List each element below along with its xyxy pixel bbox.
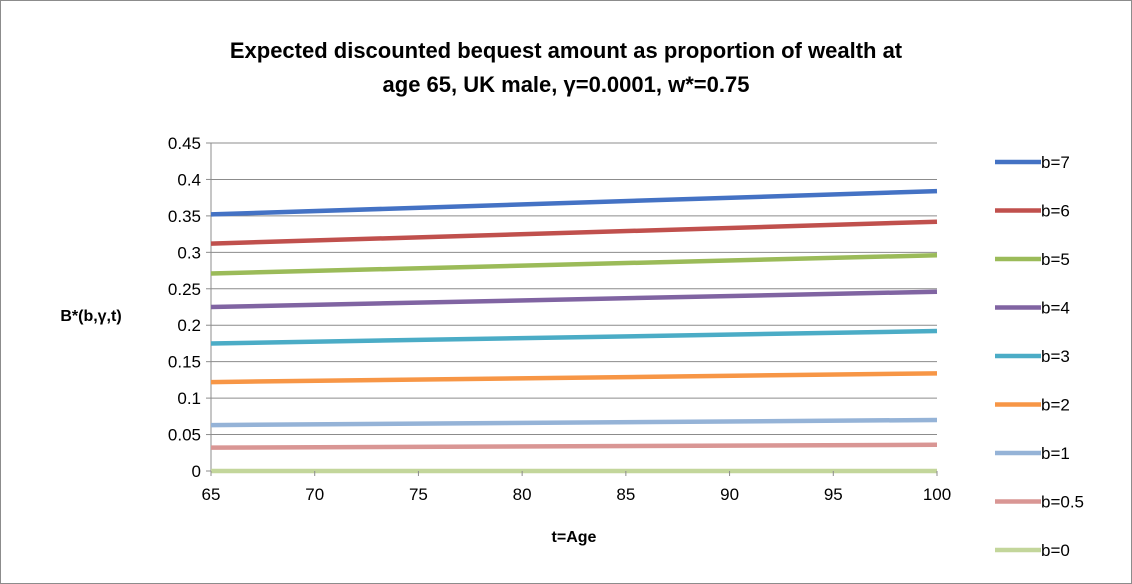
series-line-b-1 (210, 417, 938, 428)
y-axis-title: B*(b,γ,t) (60, 308, 121, 325)
legend-label: b=5 (1041, 250, 1070, 269)
legend-label: b=1 (1041, 444, 1070, 463)
legend-label: b=2 (1041, 396, 1070, 415)
legend: b=7 b=6 b=5 b=4 b=3 b=2 b=1 b=0.5 b=0 (995, 153, 1084, 560)
series-lines (210, 188, 938, 474)
chart-title-line: age 65, UK male, γ=0.0001, w*=0.75 (383, 72, 750, 97)
series-line-b-6 (210, 219, 938, 246)
legend-label: b=3 (1041, 347, 1070, 366)
y-tick-label: 0.45 (168, 134, 201, 153)
y-tick-label: 0.1 (177, 389, 201, 408)
legend-item: b=3 (995, 347, 1070, 366)
y-axis-ticks: 0 0.05 0.1 0.15 0.2 0.25 0.3 0.35 0.4 0.45 (168, 134, 211, 481)
legend-label: b=4 (1041, 299, 1070, 318)
x-tick-label: 85 (616, 485, 635, 504)
x-tick-label: 75 (409, 485, 428, 504)
x-tick-label: 80 (513, 485, 532, 504)
legend-label: b=0 (1041, 541, 1070, 560)
legend-item: b=0 (995, 541, 1070, 560)
y-tick-label: 0.05 (168, 426, 201, 445)
y-tick-label: 0.35 (168, 207, 201, 226)
series-line-b-7 (210, 188, 938, 217)
legend-label: b=6 (1041, 202, 1070, 221)
x-axis-title: t=Age (552, 529, 597, 546)
x-tick-label: 65 (202, 485, 221, 504)
chart-title-line: Expected discounted bequest amount as pr… (230, 38, 903, 63)
series-line-b-2 (210, 371, 938, 385)
series-line-b-5 (210, 252, 938, 276)
legend-item: b=7 (995, 153, 1070, 172)
x-axis-ticks: 65 70 75 80 85 90 95 100 (202, 471, 951, 504)
x-tick-label: 95 (824, 485, 843, 504)
y-tick-label: 0.25 (168, 280, 201, 299)
y-tick-label: 0.15 (168, 353, 201, 372)
legend-item: b=2 (995, 396, 1070, 415)
chart-title: Expected discounted bequest amount as pr… (230, 38, 903, 97)
y-tick-label: 0.2 (177, 316, 201, 335)
series-line-b-4 (210, 289, 938, 310)
series-line-b-3 (210, 328, 938, 346)
legend-item: b=0.5 (995, 493, 1084, 512)
legend-item: b=5 (995, 250, 1070, 269)
x-tick-label: 90 (720, 485, 739, 504)
x-tick-label: 70 (305, 485, 324, 504)
y-tick-label: 0.3 (177, 243, 201, 262)
legend-item: b=6 (995, 202, 1070, 221)
legend-item: b=4 (995, 299, 1070, 318)
y-tick-label: 0 (192, 462, 201, 481)
series-line-b-0-5 (210, 442, 938, 450)
legend-label: b=0.5 (1041, 493, 1084, 512)
x-tick-label: 100 (923, 485, 951, 504)
y-tick-label: 0.4 (177, 170, 201, 189)
legend-item: b=1 (995, 444, 1070, 463)
legend-label: b=7 (1041, 153, 1070, 172)
